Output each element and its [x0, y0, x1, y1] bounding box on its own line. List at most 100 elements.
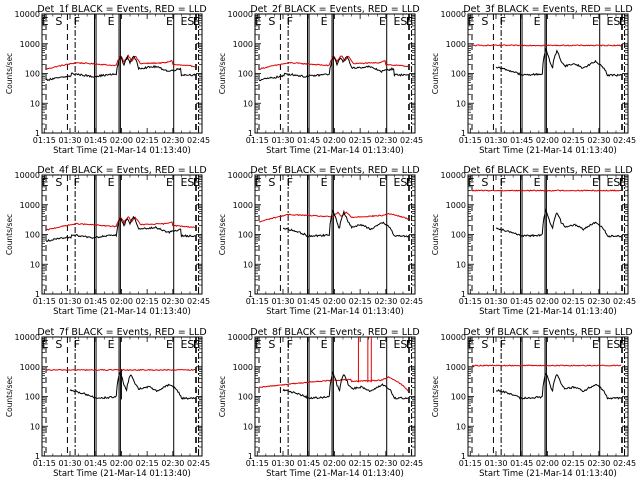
region-letter: S: [481, 176, 488, 189]
x-tick-label: 02:45: [613, 297, 636, 306]
y-tick-label: 1000: [233, 201, 253, 210]
panel-8: Det_8f BLACK = Events, RED = LLD 1 10 100 10…: [218, 327, 423, 479]
region-letter: F: [74, 15, 80, 28]
region-letter: F: [74, 338, 80, 351]
region-letter: E: [181, 338, 188, 351]
region-letter: F: [500, 338, 506, 351]
region-letter: E: [193, 15, 200, 28]
region-letter: F: [287, 176, 293, 189]
region-letter: E: [394, 15, 401, 28]
events-series-line: [45, 215, 196, 242]
x-tick-label: 01:15: [459, 459, 482, 468]
x-tick-label: 02:15: [562, 136, 585, 145]
region-letter: F: [287, 338, 293, 351]
y-tick-label: 1: [35, 290, 40, 299]
lld-series-line: [471, 364, 622, 367]
x-axis-label: Start Time (21-Mar-14 01:13:40): [266, 307, 404, 317]
x-tick-label: 02:30: [161, 459, 184, 468]
region-letter: E: [468, 338, 475, 351]
x-tick-label: 02:00: [110, 297, 133, 306]
lld-series-line: [472, 44, 622, 47]
region-letter: E: [193, 338, 200, 351]
region-letter: E: [619, 338, 626, 351]
region-letter: E: [592, 15, 599, 28]
region-letter: E: [321, 176, 328, 189]
y-tick-label: 10: [30, 422, 40, 431]
region-letter: F: [619, 338, 625, 351]
panel-2: Det_2f BLACK = Events, RED = LLD 1 10 100 10…: [218, 4, 423, 156]
region-letter: E: [181, 176, 188, 189]
x-tick-label: 01:15: [459, 136, 482, 145]
region-letter: E: [406, 338, 413, 351]
x-tick-label: 01:30: [271, 297, 294, 306]
y-tick-label: 10: [243, 260, 253, 269]
events-series-line: [282, 371, 409, 400]
region-letter: E: [108, 176, 115, 189]
x-tick-label: 02:30: [587, 297, 610, 306]
region-letter: F: [619, 176, 625, 189]
y-tick-label: 1: [248, 452, 253, 461]
x-tick-label: 02:45: [613, 136, 636, 145]
panel-title: Det_5f BLACK = Events, RED = LLD: [250, 165, 419, 176]
x-tick-label: 01:30: [484, 297, 507, 306]
y-tick-label: 100: [25, 231, 40, 240]
y-tick-label: 10000: [228, 171, 253, 180]
x-tick-label: 02:45: [613, 459, 636, 468]
x-tick-label: 01:45: [510, 297, 533, 306]
region-letter: E: [534, 176, 541, 189]
y-tick-label: 1000: [233, 363, 253, 372]
x-tick-label: 01:30: [58, 136, 81, 145]
region-letter: E: [468, 176, 475, 189]
region-letter: E: [181, 15, 188, 28]
lld-series-line: [259, 375, 409, 392]
region-letter: E: [607, 338, 614, 351]
y-tick-label: 1: [35, 452, 40, 461]
y-tick-label: 10000: [15, 171, 40, 180]
x-axis-label: Start Time (21-Mar-14 01:13:40): [266, 469, 404, 479]
y-tick-label: 1: [248, 129, 253, 138]
plot-frame: [254, 174, 416, 295]
region-letter: E: [534, 338, 541, 351]
region-letter: E: [468, 15, 475, 28]
x-tick-label: 01:45: [84, 297, 107, 306]
region-letter: S: [481, 338, 488, 351]
x-axis-label: Start Time (21-Mar-14 01:13:40): [53, 307, 191, 317]
x-tick-label: 01:15: [33, 297, 56, 306]
events-series-line: [495, 47, 622, 77]
x-axis-label: Start Time (21-Mar-14 01:13:40): [479, 469, 617, 479]
y-tick-label: 100: [451, 231, 466, 240]
x-tick-label: 01:15: [33, 136, 56, 145]
y-tick-label: 100: [451, 393, 466, 402]
y-tick-label: 1000: [233, 40, 253, 49]
x-tick-label: 02:30: [587, 136, 610, 145]
region-letter: E: [607, 15, 614, 28]
x-tick-label: 02:30: [161, 297, 184, 306]
region-letter: F: [193, 15, 199, 28]
y-tick-label: 1000: [20, 201, 40, 210]
region-letter: E: [42, 338, 49, 351]
plot-frame: [41, 174, 203, 295]
events-series-line: [45, 54, 196, 82]
y-axis-label: Counts/sec: [218, 53, 227, 94]
y-tick-label: 100: [238, 231, 253, 240]
region-letter: F: [406, 15, 412, 28]
panel-3: Det_3f BLACK = Events, RED = LLD 1 10 100 10…: [431, 4, 636, 156]
x-axis-label: Start Time (21-Mar-14 01:13:40): [479, 146, 617, 156]
events-series-line: [258, 55, 409, 82]
region-letter: S: [55, 15, 62, 28]
region-letter: E: [619, 15, 626, 28]
region-letter: F: [500, 176, 506, 189]
region-letter: E: [394, 176, 401, 189]
x-tick-label: 01:15: [33, 459, 56, 468]
x-axis-label: Start Time (21-Mar-14 01:13:40): [53, 469, 191, 479]
x-tick-label: 02:45: [187, 459, 210, 468]
x-tick-label: 02:30: [161, 136, 184, 145]
region-letter: E: [255, 15, 262, 28]
panel-4: Det_4f BLACK = Events, RED = LLD 1 10 100 10…: [5, 165, 210, 317]
region-letter: E: [166, 176, 173, 189]
panel-title: Det_1f BLACK = Events, RED = LLD: [37, 4, 206, 15]
x-tick-label: 02:45: [187, 136, 210, 145]
x-tick-label: 01:45: [297, 297, 320, 306]
x-tick-label: 01:45: [510, 459, 533, 468]
region-letter: E: [255, 176, 262, 189]
